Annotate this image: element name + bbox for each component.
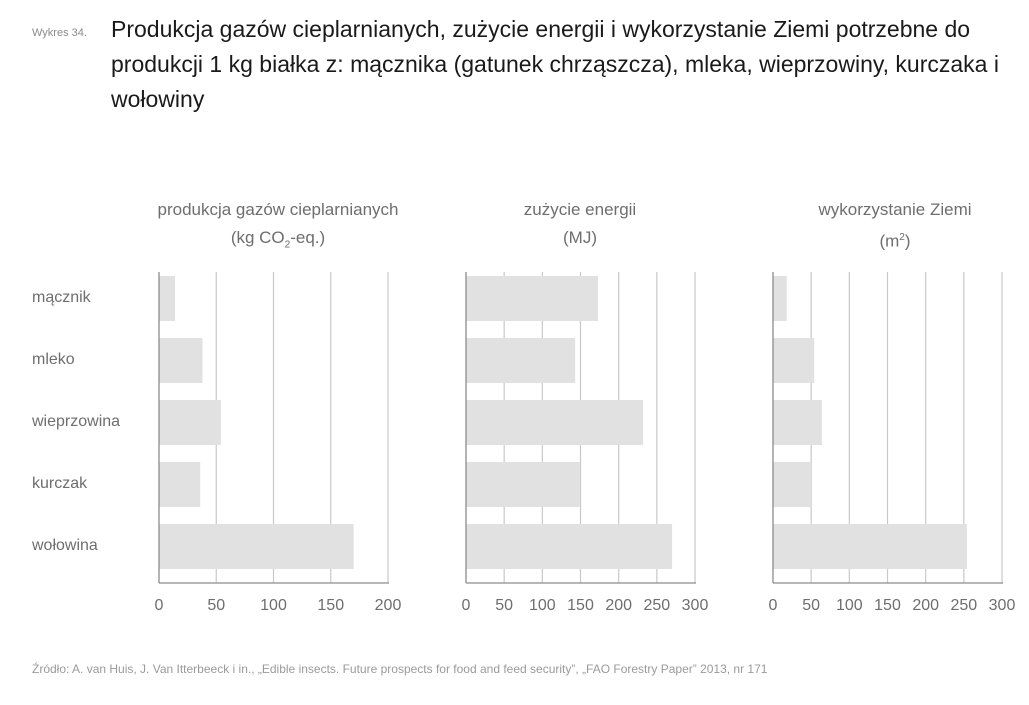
panel-unit-land: (m2) xyxy=(879,231,911,251)
tick-label: 0 xyxy=(155,597,164,614)
bar xyxy=(773,400,822,445)
tick-label: 100 xyxy=(529,597,556,614)
tick-label: 100 xyxy=(260,597,287,614)
panel-title-energy: zużycie energii (MJ) xyxy=(430,196,730,252)
tick-label: 200 xyxy=(375,597,402,614)
tick-label: 0 xyxy=(462,597,471,614)
bar xyxy=(159,338,203,383)
bar xyxy=(773,462,812,507)
panel-title-land: wykorzystanie Ziemi (m2) xyxy=(745,196,1029,256)
tick-label: 150 xyxy=(567,597,594,614)
tick-label: 300 xyxy=(989,597,1016,614)
tick-label: 250 xyxy=(643,597,670,614)
bar xyxy=(773,276,787,321)
source-note: Źródło: A. van Huis, J. Van Itterbeeck i… xyxy=(32,662,768,676)
tick-label: 50 xyxy=(495,597,513,614)
bar xyxy=(466,400,644,445)
category-label: kurczak xyxy=(32,475,88,492)
tick-label: 50 xyxy=(802,597,820,614)
tick-label: 200 xyxy=(912,597,939,614)
tick-label: 100 xyxy=(836,597,863,614)
figure-label: Wykres 34. xyxy=(32,27,87,39)
bar xyxy=(466,338,576,383)
bar xyxy=(159,400,221,445)
category-label: wołowina xyxy=(32,537,98,554)
bar xyxy=(773,338,815,383)
tick-label: 250 xyxy=(950,597,977,614)
tick-label: 0 xyxy=(769,597,778,614)
panel-title-ghg: produkcja gazów cieplarnianych (kg CO2-e… xyxy=(108,196,448,259)
category-label: mącznik xyxy=(32,289,91,306)
bar xyxy=(466,524,673,569)
chart-title: Produkcja gazów cieplarnianych, zużycie … xyxy=(111,16,999,112)
panel-title-ghg-text: produkcja gazów cieplarnianych xyxy=(157,200,399,219)
bar-charts: 0 50 100 150 200 0 50 100 150 200 250 300 0 50 100 150 2… xyxy=(155,272,1016,614)
bar xyxy=(159,276,176,321)
panel-unit-energy: (MJ) xyxy=(563,228,597,247)
bar xyxy=(466,276,599,321)
tick-label: 300 xyxy=(682,597,709,614)
bar xyxy=(159,524,354,569)
tick-label: 50 xyxy=(207,597,225,614)
panel-title-land-text: wykorzystanie Ziemi xyxy=(818,200,972,219)
category-label: mleko xyxy=(32,351,75,368)
tick-label: 150 xyxy=(317,597,344,614)
tick-label: 150 xyxy=(874,597,901,614)
bar xyxy=(773,524,967,569)
bar xyxy=(159,462,201,507)
panel-title-energy-text: zużycie energii xyxy=(523,200,637,219)
panel-unit-ghg: (kg CO2-eq.) xyxy=(230,228,326,251)
tick-label: 200 xyxy=(605,597,632,614)
bar xyxy=(466,462,580,507)
category-label: wieprzowina xyxy=(32,413,121,430)
